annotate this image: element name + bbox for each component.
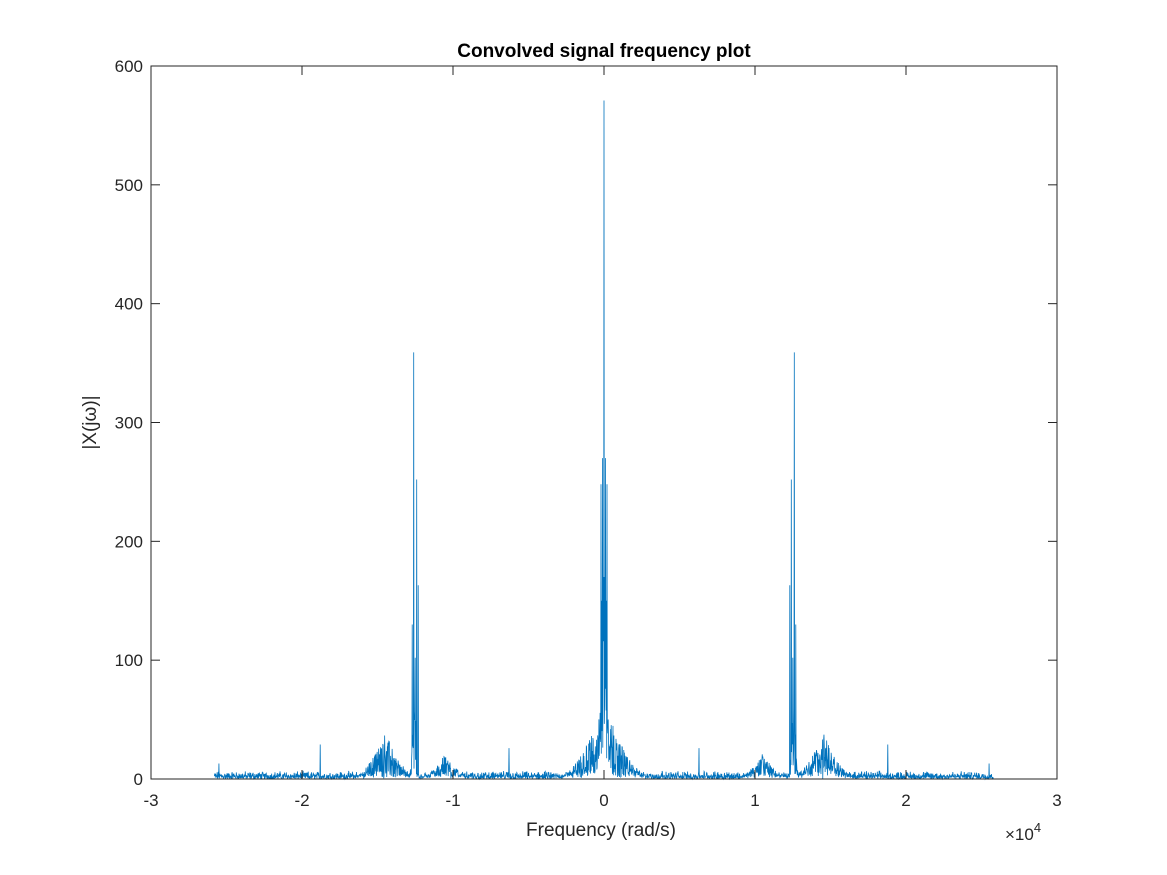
y-tick-label: 400 [115, 295, 143, 314]
y-axis-ticks: 0 100 200 300 400 500 600 [115, 57, 1057, 789]
frequency-series [214, 100, 994, 781]
x-tick-label: 0 [599, 791, 608, 810]
y-tick-label: 600 [115, 57, 143, 76]
x-tick-label: 1 [750, 791, 759, 810]
x-axis-ticks: -3 -2 -1 0 1 2 3 [143, 66, 1062, 810]
x-axis-label: Frequency (rad/s) [526, 820, 676, 841]
y-tick-label: 300 [115, 414, 143, 433]
chart-title: Convolved signal frequency plot [457, 41, 751, 62]
y-tick-label: 0 [134, 770, 143, 789]
y-tick-label: 500 [115, 176, 143, 195]
y-axis-label: |X(jω)| [80, 395, 101, 449]
y-tick-label: 100 [115, 651, 143, 670]
series-line [214, 100, 994, 781]
x-tick-label: 2 [901, 791, 910, 810]
x-axis-exponent-power: 4 [1034, 820, 1041, 835]
x-tick-label: 3 [1052, 791, 1061, 810]
y-tick-label: 200 [115, 532, 143, 551]
x-axis-exponent: ×104 [1005, 820, 1041, 844]
x-tick-label: -1 [445, 791, 460, 810]
x-tick-label: -3 [143, 791, 158, 810]
x-axis-exponent-base: ×10 [1005, 825, 1034, 844]
x-tick-label: -2 [294, 791, 309, 810]
